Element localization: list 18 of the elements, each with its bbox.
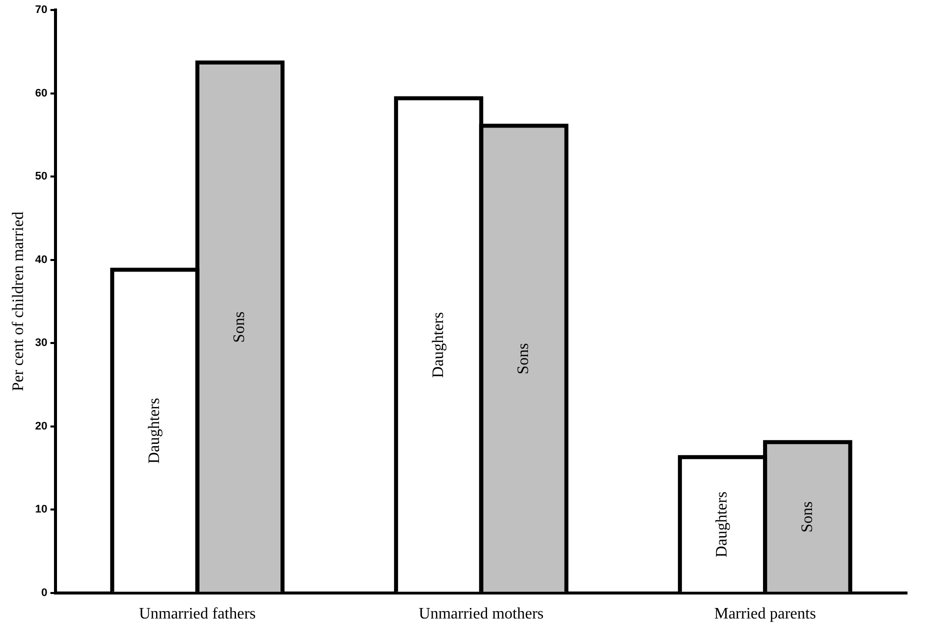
x-tick-label: Unmarried mothers	[418, 606, 544, 623]
x-tick-label: Unmarried fathers	[138, 606, 256, 623]
y-axis-title: Per cent of children married	[10, 212, 27, 392]
y-tick-label: 50	[35, 170, 48, 183]
y-tick-label: 60	[35, 87, 48, 100]
text: Daughters	[430, 312, 447, 378]
text: Daughters	[146, 398, 163, 464]
series-label: Sons	[515, 343, 532, 374]
y-tick-label: 70	[35, 4, 48, 16]
y-tick-label: 10	[35, 504, 48, 516]
x-tick-label: Married parents	[714, 606, 816, 623]
text: Sons	[231, 312, 248, 343]
text: Sons	[798, 501, 816, 533]
y-tick-label: 40	[35, 254, 48, 266]
y-tick-label: 0	[41, 586, 48, 599]
series-label: Daughters	[714, 492, 731, 558]
y-tick-label: 30	[35, 337, 48, 350]
y-tick-label: 20	[35, 420, 48, 432]
